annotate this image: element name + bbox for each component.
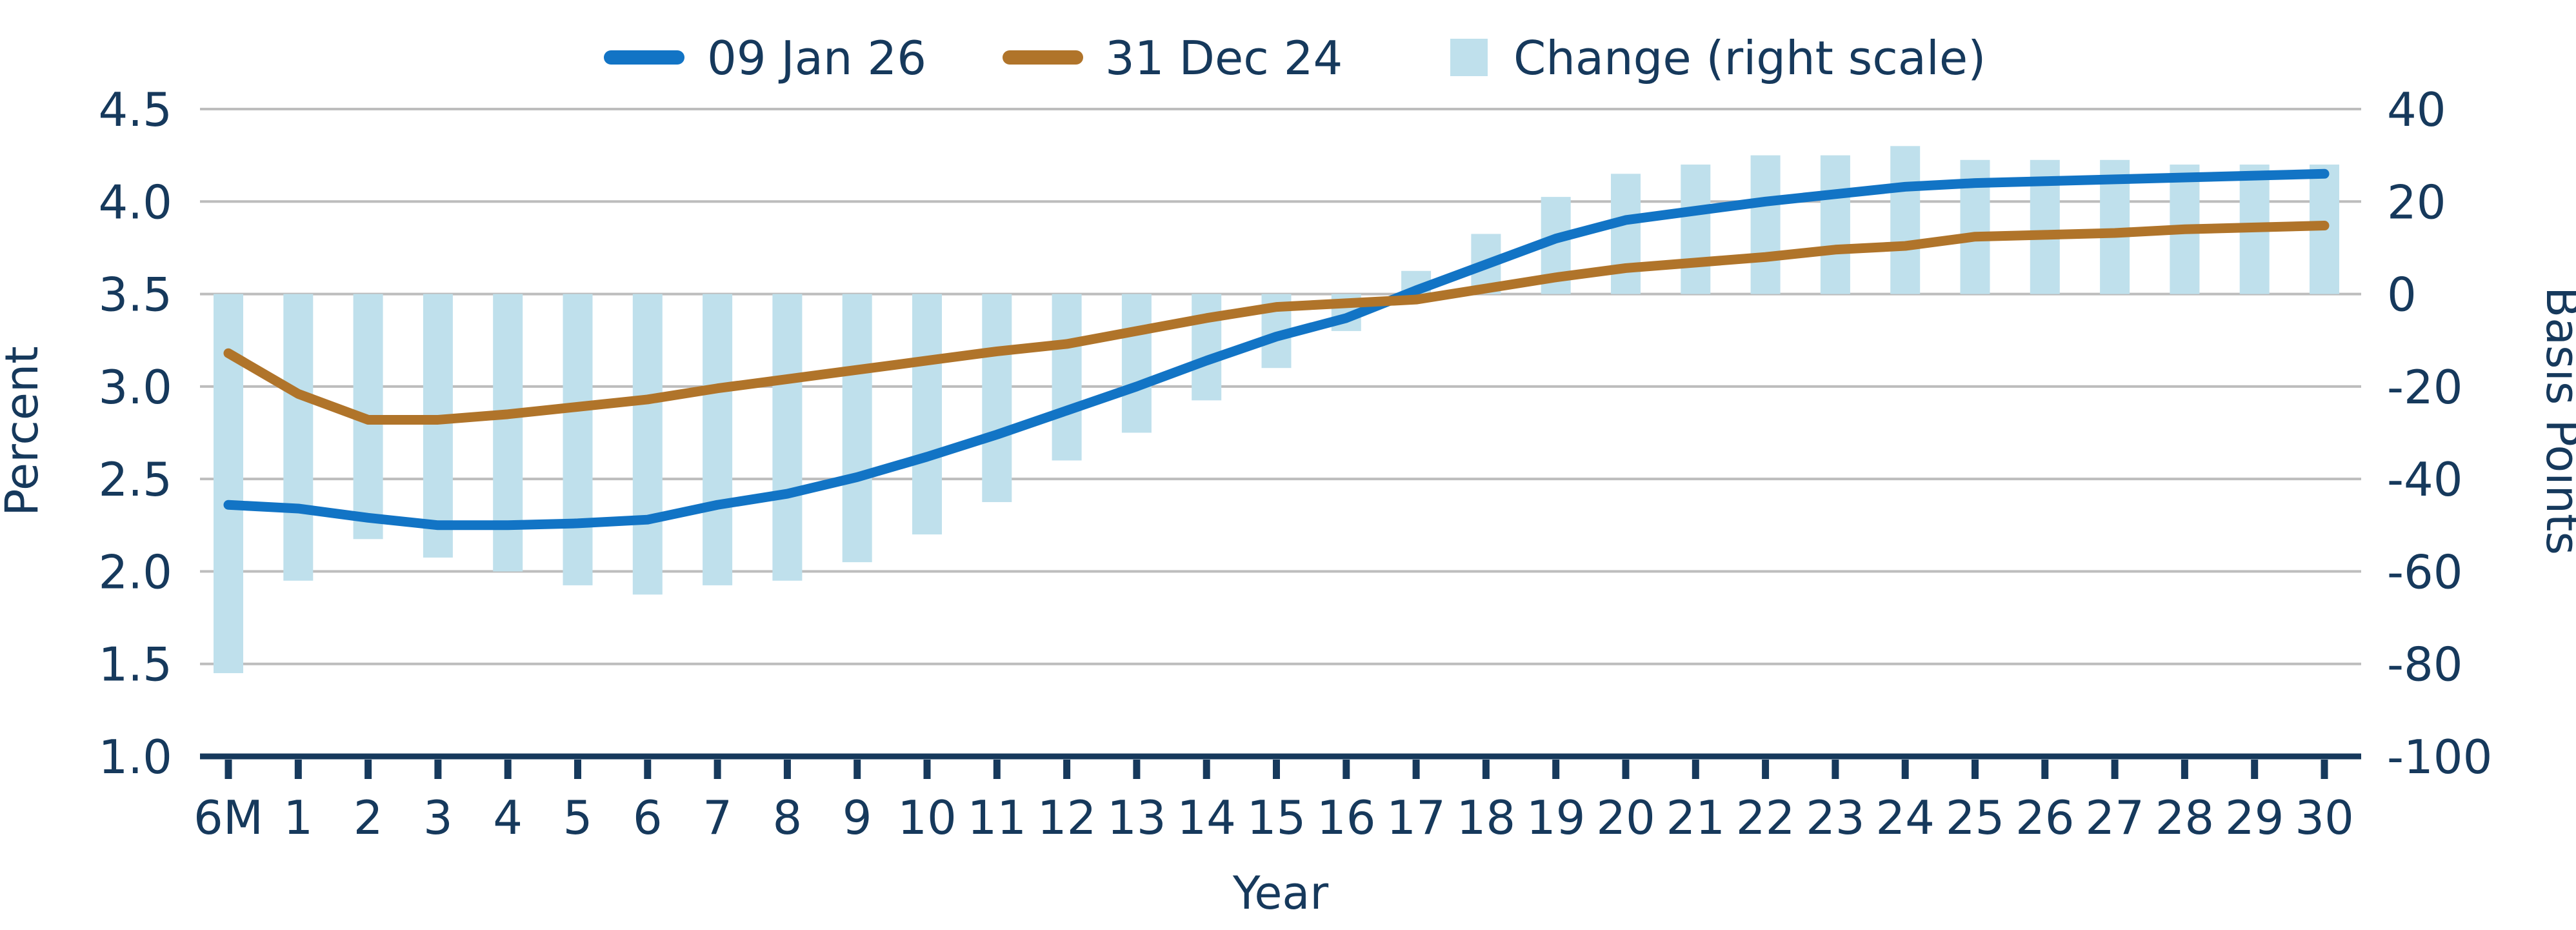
x-axis-title: Year: [1232, 867, 1328, 920]
x-axis-tick-label: 21: [1666, 791, 1725, 845]
change-bar: [283, 294, 314, 581]
plot-area: 4.5 40 4.0 20 3.5 0 3.0 -20 2.5 -40 2.0 -60 1.5 -80 1.…: [98, 83, 2492, 845]
x-axis-tick-label: 14: [1177, 791, 1236, 845]
left-axis-tick-label: 2.5: [98, 452, 172, 507]
x-axis-tick-label: 6: [633, 791, 663, 845]
x-axis-tick-label: 22: [1736, 791, 1795, 845]
x-axis-tick-label: 4: [493, 791, 523, 845]
right-axis-tick-label: 40: [2387, 83, 2446, 137]
x-axis-tick-label: 30: [2295, 791, 2354, 845]
left-axis-tick-label: 1.5: [98, 638, 172, 692]
change-bar: [1820, 155, 1850, 294]
right-axis-tick-label: -20: [2387, 360, 2463, 414]
change-bar: [912, 294, 942, 535]
legend-label-series1: 09 Jan 26: [707, 31, 926, 85]
x-axis-tick-label: 16: [1317, 791, 1376, 845]
x-axis-tick-label: 18: [1457, 791, 1516, 845]
change-bar: [703, 294, 733, 585]
legend-bar-swatch: [1450, 39, 1488, 76]
right-axis-tick-label: 20: [2387, 175, 2446, 229]
legend-label-series2: 31 Dec 24: [1105, 31, 1343, 85]
x-axis-tick-label: 20: [1596, 791, 1655, 845]
x-axis-tick-label: 5: [563, 791, 593, 845]
x-axis-tick-label: 2: [354, 791, 383, 845]
x-axis-tick-label: 9: [843, 791, 872, 845]
change-bar: [1052, 294, 1082, 461]
change-bar: [1750, 155, 1781, 294]
x-axis-tick-label: 7: [703, 791, 732, 845]
x-axis-tick-label: 1: [283, 791, 313, 845]
right-axis-tick-label: -40: [2387, 452, 2463, 507]
x-axis-tick-label: 17: [1386, 791, 1446, 845]
right-axis-title: Basis Points: [2536, 287, 2576, 555]
x-axis-tick-label: 15: [1247, 791, 1306, 845]
right-axis-tick-label: -80: [2387, 638, 2463, 692]
right-axis-tick-label: 0: [2387, 268, 2417, 322]
left-axis-tick-label: 1.0: [98, 730, 172, 784]
left-axis-tick-label: 4.5: [98, 83, 172, 137]
left-axis-tick-label: 4.0: [98, 175, 172, 229]
x-axis-tick-label: 3: [423, 791, 453, 845]
x-axis-tick-label: 26: [2015, 791, 2075, 845]
x-axis-tick-label: 10: [897, 791, 957, 845]
x-axis-tick-label: 23: [1806, 791, 1865, 845]
left-axis-tick-label: 3.0: [98, 360, 172, 414]
left-axis-tick-label: 2.0: [98, 545, 172, 599]
x-axis-tick-label: 11: [967, 791, 1026, 845]
change-bar: [1890, 146, 1921, 294]
change-bar: [842, 294, 872, 563]
change-bar: [423, 294, 453, 558]
left-axis-tick-label: 3.5: [98, 268, 172, 322]
change-bar: [1681, 164, 1711, 294]
x-axis-tick-label: 8: [772, 791, 802, 845]
x-axis-tick-label: 24: [1875, 791, 1935, 845]
change-bar: [982, 294, 1012, 502]
change-bar: [563, 294, 593, 585]
x-axis-tick-label: 28: [2155, 791, 2215, 845]
x-axis-tick-label: 13: [1107, 791, 1166, 845]
x-axis-tick-label: 19: [1526, 791, 1586, 845]
change-bar: [772, 294, 803, 581]
x-axis-tick-label: 27: [2085, 791, 2144, 845]
legend-label-bars: Change (right scale): [1513, 31, 1986, 85]
series-line-1: [223, 168, 2330, 531]
x-axis-tick-label: 25: [1946, 791, 2005, 845]
change-bar: [1121, 294, 1152, 433]
legend: 09 Jan 26 31 Dec 24 Change (right scale): [604, 31, 1986, 85]
x-axis-tick-label: 29: [2225, 791, 2284, 845]
x-axis-tick-label: 6M: [194, 791, 263, 845]
change-bar: [632, 294, 663, 595]
left-axis-title: Percent: [0, 346, 48, 516]
change-bar: [1192, 294, 1222, 401]
right-axis-tick-label: -100: [2387, 730, 2492, 784]
series-line-2: [223, 221, 2330, 425]
change-bar: [1611, 174, 1641, 294]
right-axis-tick-label: -60: [2387, 545, 2463, 599]
x-axis-tick-label: 12: [1037, 791, 1097, 845]
